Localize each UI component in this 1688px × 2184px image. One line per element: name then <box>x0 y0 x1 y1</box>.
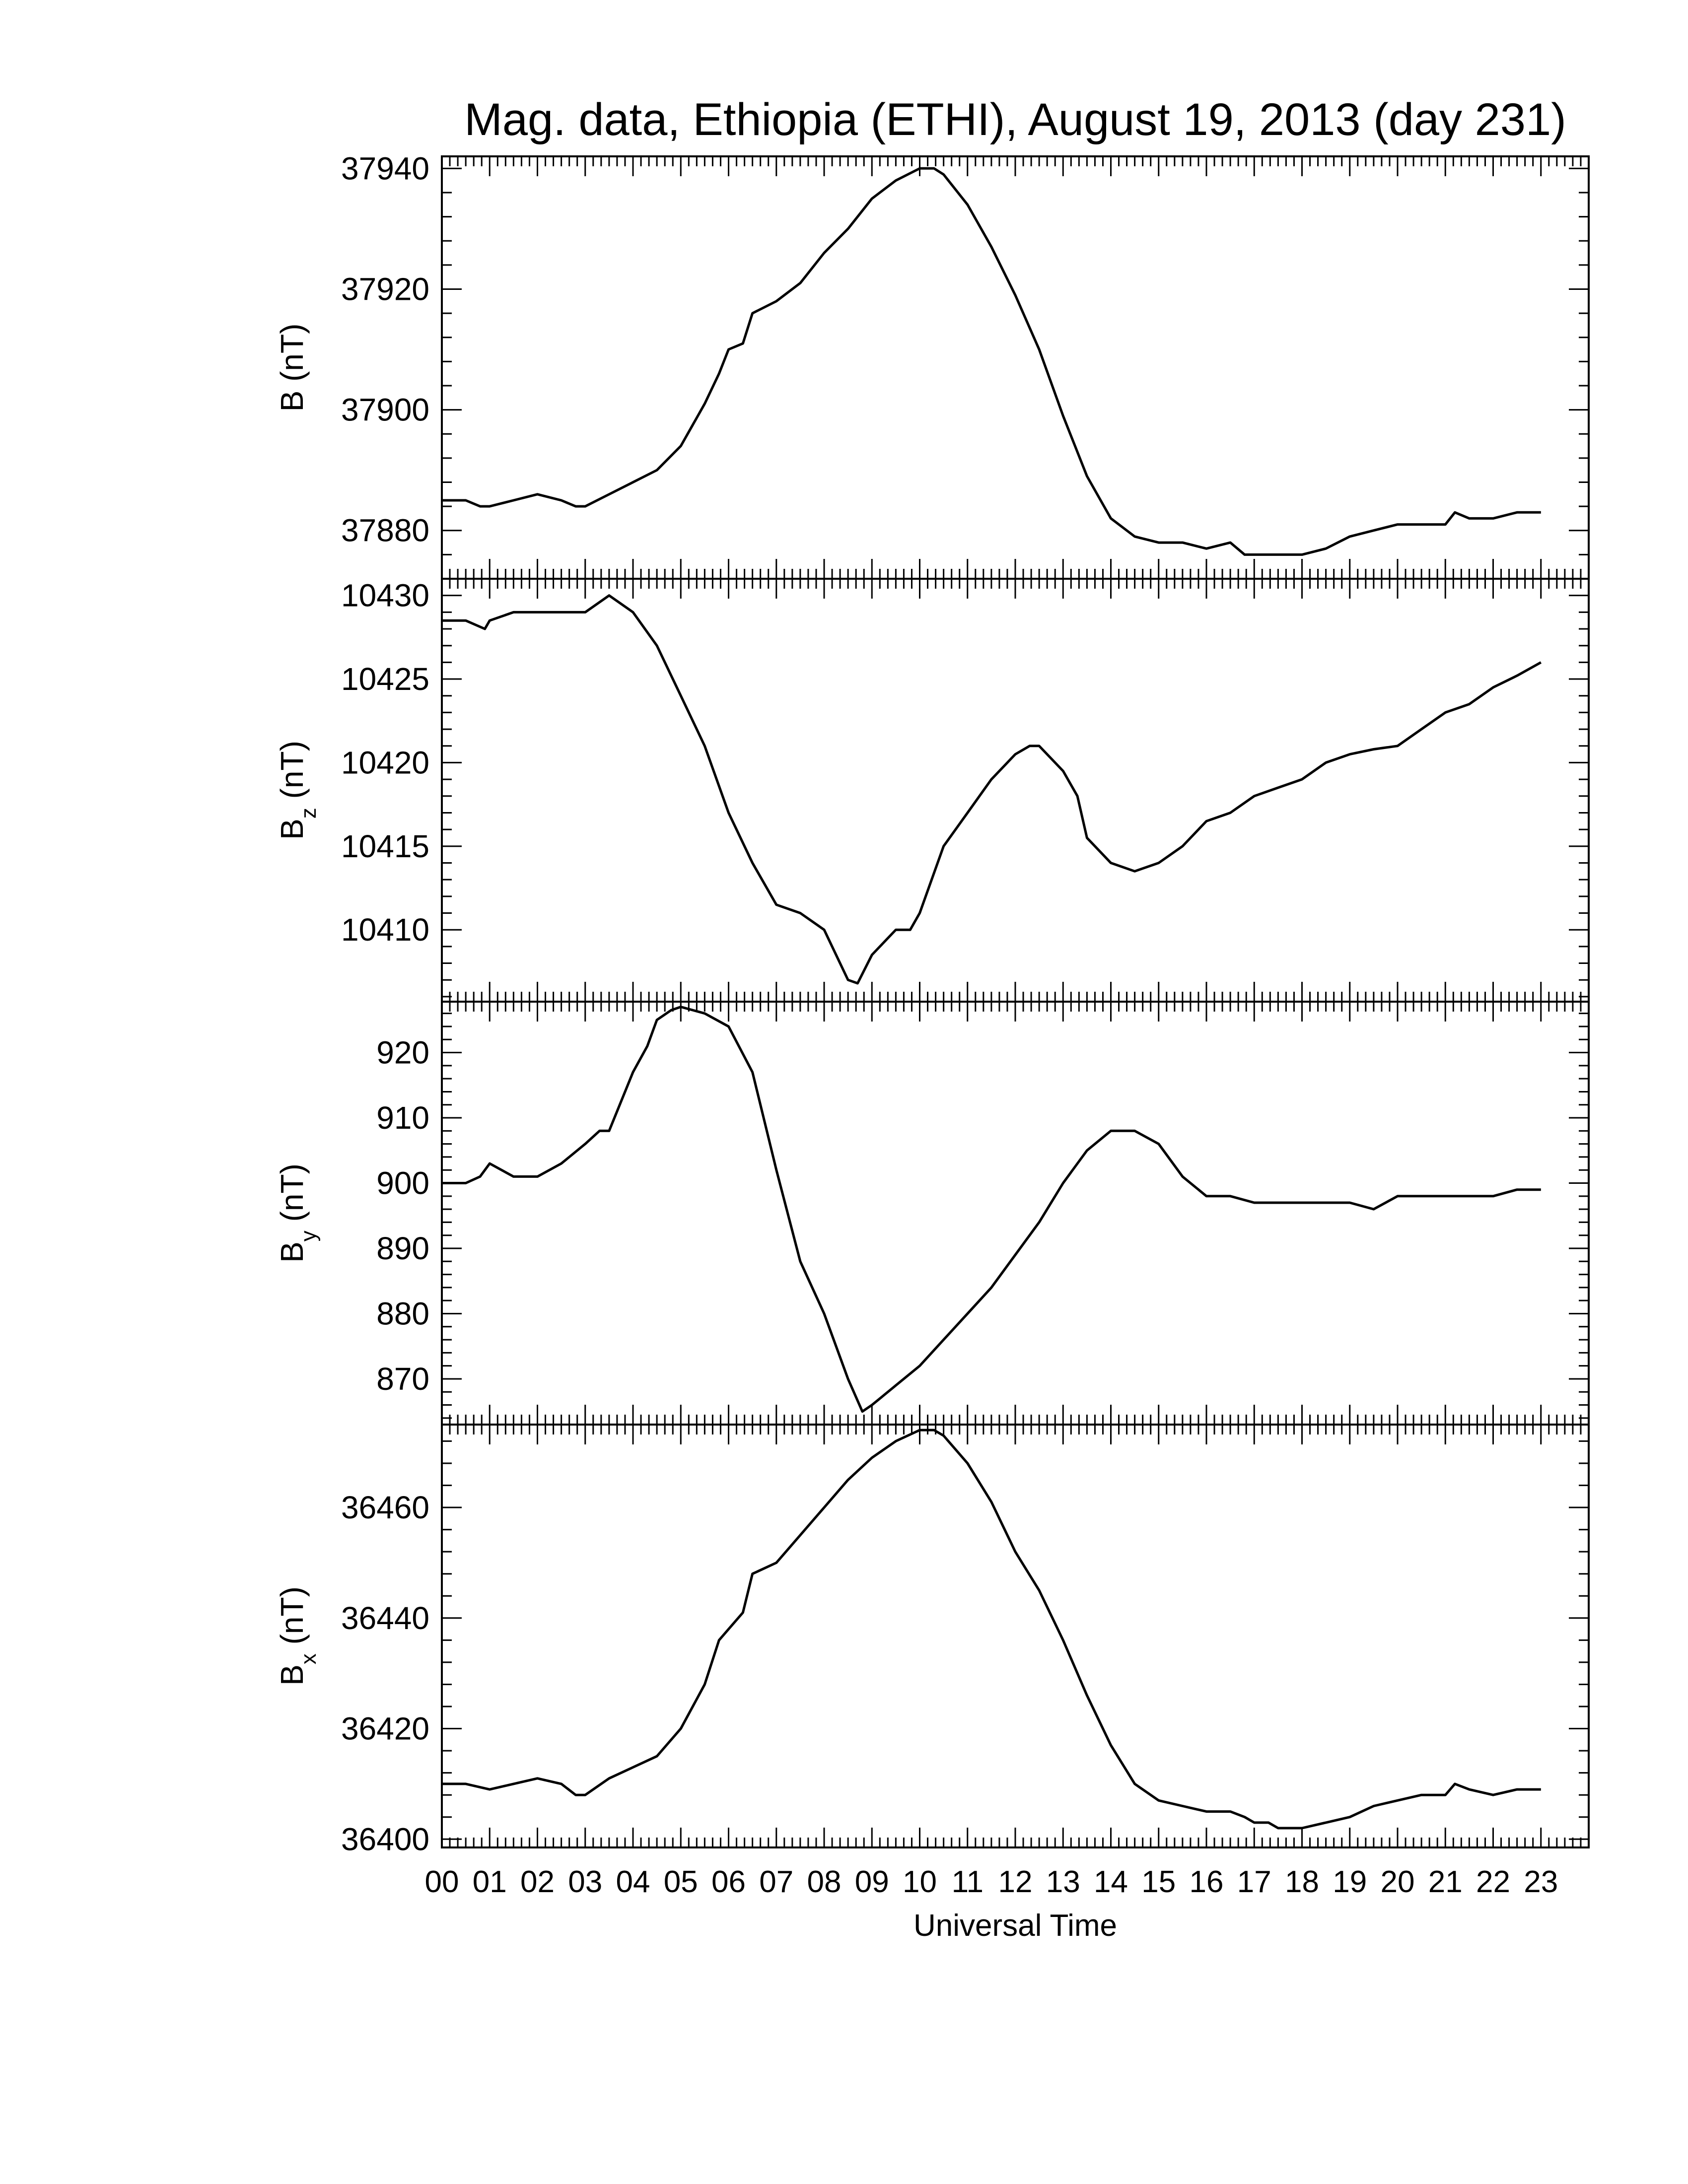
y-tick-label: 880 <box>376 1296 429 1331</box>
y-axis-label: Bx (nT) <box>274 1586 321 1686</box>
x-tick-label: 21 <box>1428 1865 1463 1899</box>
series-line-B <box>442 167 1541 556</box>
y-tick-label: 10420 <box>341 745 429 780</box>
panel-frame <box>441 1001 1590 1426</box>
y-axis-label-main: B <box>274 391 310 412</box>
x-tick-label: 01 <box>473 1865 507 1899</box>
y-tick-label: 10415 <box>341 828 429 864</box>
y-tick-label: 890 <box>376 1230 429 1266</box>
y-ticks <box>442 167 1589 580</box>
y-ticks <box>442 1440 1589 1840</box>
series-line-By <box>442 1006 1541 1413</box>
x-tick-label: 13 <box>1046 1865 1080 1899</box>
x-tick-label: 08 <box>807 1865 842 1899</box>
x-tick-label: 11 <box>952 1865 984 1899</box>
y-axis-label-unit: (nT) <box>274 1586 310 1653</box>
y-tick-label: 10430 <box>341 578 429 614</box>
y-tick-label: 870 <box>376 1361 429 1397</box>
x-tick-label: 23 <box>1524 1865 1558 1899</box>
y-tick-label: 36420 <box>341 1711 429 1747</box>
x-tick-label: 20 <box>1381 1865 1415 1899</box>
x-tick-label: 00 <box>425 1865 459 1899</box>
y-axis-label-unit: (nT) <box>274 741 310 808</box>
y-tick-label: 37920 <box>341 271 429 307</box>
panel-frame <box>441 1424 1590 1848</box>
series-line-Bz <box>442 594 1542 985</box>
y-tick-label: 37900 <box>341 392 429 428</box>
y-tick-label: 37940 <box>341 150 429 186</box>
chart-title: Mag. data, Ethiopia (ETHI), August 19, 2… <box>464 94 1566 145</box>
x-ticks <box>441 156 1590 579</box>
x-tick-label: 04 <box>616 1865 650 1899</box>
y-ticks <box>442 1013 1589 1419</box>
y-axis-label: Bz (nT) <box>274 741 321 840</box>
x-tick-label: 18 <box>1285 1865 1319 1899</box>
y-tick-label: 36440 <box>341 1600 429 1636</box>
y-axis-label-sub: z <box>296 808 321 819</box>
panel-frame <box>441 578 1590 1003</box>
y-tick-label: 10425 <box>341 661 429 697</box>
x-tick-label: 05 <box>664 1865 698 1899</box>
x-ticks <box>441 1425 1590 1847</box>
x-ticks <box>441 579 1590 1002</box>
x-tick-label: 19 <box>1333 1865 1367 1899</box>
series-line-Bx <box>442 1429 1541 1830</box>
y-tick-label: 36460 <box>341 1490 429 1525</box>
x-axis: 00 01 02 03 04 05 06 07 08 09 10 11 12 13 14 15 16 17 18 19… <box>425 1865 1558 1899</box>
x-axis-label: Universal Time <box>914 1909 1117 1943</box>
x-tick-label: 16 <box>1190 1865 1224 1899</box>
x-tick-label: 14 <box>1094 1865 1128 1899</box>
panel-Bz: 10410 10415 10420 10425 10430 Bz (nT) <box>274 578 1590 1003</box>
panels: 37880 37900 37920 37940 B (nT) 10410 10415 1042… <box>274 150 1590 1857</box>
y-tick-label: 36400 <box>341 1821 429 1857</box>
y-ticks <box>442 578 1589 998</box>
y-axis-label-unit: (nT) <box>274 1163 310 1230</box>
x-tick-label: 02 <box>520 1865 555 1899</box>
y-axis-label: By (nT) <box>274 1163 321 1263</box>
y-axis-label-main: B <box>274 819 310 840</box>
y-tick-label: 910 <box>376 1100 429 1136</box>
x-tick-label: 09 <box>855 1865 889 1899</box>
x-tick-label: 07 <box>759 1865 793 1899</box>
x-tick-label: 17 <box>1237 1865 1271 1899</box>
y-tick-label: 920 <box>376 1035 429 1071</box>
x-ticks <box>441 1002 1590 1425</box>
y-tick-label: 37880 <box>341 513 429 548</box>
y-tick-label: 10410 <box>341 912 429 948</box>
y-axis-label: B (nT) <box>274 324 310 412</box>
y-tick-label: 900 <box>376 1165 429 1201</box>
y-axis-label-unit: (nT) <box>274 324 310 391</box>
panel-Bx: 36400 36420 36440 36460 Bx (nT) <box>274 1424 1590 1857</box>
y-axis-label-main: B <box>274 1241 310 1263</box>
x-tick-label: 03 <box>568 1865 602 1899</box>
panel-B: 37880 37900 37920 37940 B (nT) <box>274 150 1590 580</box>
x-tick-label: 22 <box>1476 1865 1510 1899</box>
x-tick-label: 10 <box>903 1865 937 1899</box>
y-axis-label-sub: x <box>296 1653 321 1664</box>
y-axis-label-main: B <box>274 1664 310 1686</box>
x-tick-label: 12 <box>998 1865 1033 1899</box>
y-axis-label-sub: y <box>296 1230 321 1241</box>
panel-frame <box>441 155 1590 580</box>
x-tick-label: 15 <box>1141 1865 1176 1899</box>
panel-By: 870 880 890 900 910 920 By (nT) <box>274 1001 1590 1426</box>
x-tick-label: 06 <box>711 1865 746 1899</box>
